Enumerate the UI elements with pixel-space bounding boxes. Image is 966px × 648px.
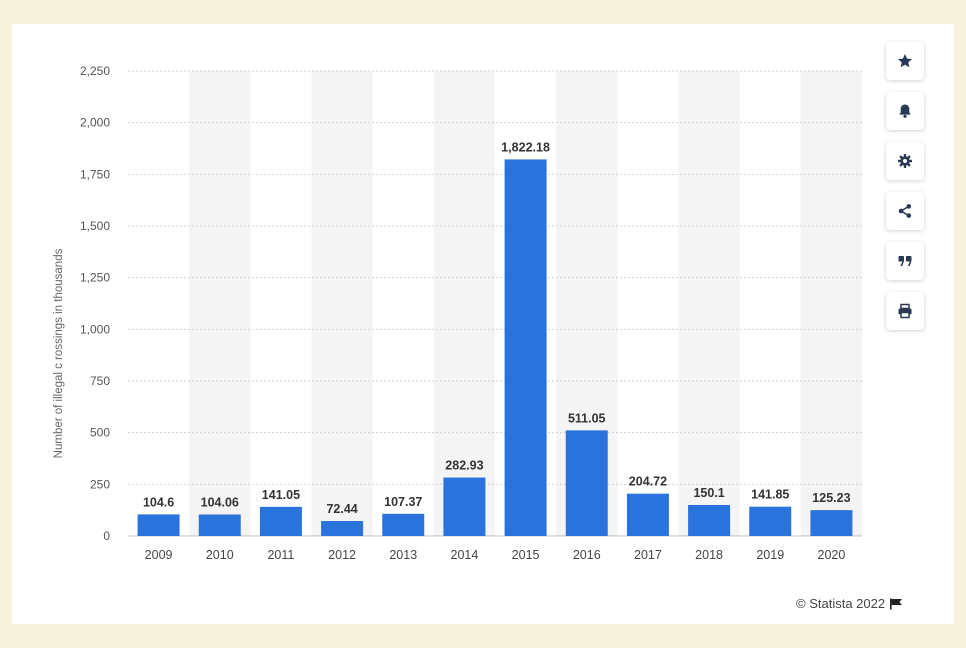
x-tick-label: 2014 — [451, 548, 479, 562]
y-tick-label: 1,750 — [80, 167, 110, 181]
column-band — [800, 71, 862, 536]
x-tick-label: 2016 — [573, 548, 601, 562]
y-tick-label: 1,000 — [80, 322, 110, 336]
bell-icon — [899, 104, 911, 118]
data-label: 141.85 — [751, 488, 789, 502]
bar[interactable] — [504, 159, 547, 536]
chart-toolbar — [886, 42, 926, 342]
bar[interactable] — [688, 504, 731, 536]
x-tick-label: 2017 — [634, 548, 662, 562]
print-icon — [898, 303, 912, 319]
y-tick-label: 750 — [90, 374, 110, 388]
data-label: 511.05 — [568, 411, 606, 425]
x-tick-label: 2020 — [818, 548, 846, 562]
x-tick-label: 2013 — [389, 548, 417, 562]
y-tick-label: 0 — [103, 529, 110, 543]
y-tick-label: 1,250 — [80, 271, 110, 285]
quote-icon — [898, 256, 912, 266]
print-button[interactable] — [886, 292, 924, 330]
bar[interactable] — [810, 510, 853, 536]
data-label: 107.37 — [384, 495, 422, 509]
data-label: 282.93 — [445, 459, 483, 473]
y-tick-label: 250 — [90, 477, 110, 491]
notification-button[interactable] — [886, 92, 924, 130]
y-tick-label: 2,000 — [80, 116, 110, 130]
data-label: 1,822.18 — [501, 140, 550, 154]
bar[interactable] — [749, 506, 792, 536]
x-tick-label: 2012 — [328, 548, 356, 562]
data-label: 104.6 — [143, 495, 174, 509]
data-label: 72.44 — [326, 502, 357, 516]
bar[interactable] — [198, 514, 241, 536]
credit-text: © Statista 2022 — [796, 596, 886, 611]
statista-credit[interactable]: © Statista 2022 — [796, 596, 903, 611]
column-band — [433, 71, 495, 536]
chart-card: 0 250 500 750 1,000 1,250 1,500 1,750 2,000 2,250… — [12, 24, 954, 624]
column-band — [189, 71, 251, 536]
data-label: 150.1 — [693, 486, 724, 500]
bar-chart: 0 250 500 750 1,000 1,250 1,500 1,750 2,000 2,250… — [53, 64, 862, 562]
gear-icon — [898, 154, 912, 168]
x-tick-label: 2019 — [756, 548, 784, 562]
x-tick-label: 2018 — [695, 548, 723, 562]
y-tick-label: 1,500 — [80, 219, 110, 233]
bar[interactable] — [565, 430, 608, 536]
x-tick-label: 2015 — [512, 548, 540, 562]
y-tick-label: 2,250 — [80, 64, 110, 78]
data-label: 141.05 — [262, 488, 300, 502]
x-tick-label: 2010 — [206, 548, 234, 562]
x-tick-label: 2009 — [145, 548, 173, 562]
share-icon — [898, 204, 912, 218]
cite-button[interactable] — [886, 242, 924, 280]
column-band — [311, 71, 373, 536]
data-label: 204.72 — [629, 475, 667, 489]
bar[interactable] — [321, 521, 364, 536]
bar[interactable] — [137, 514, 180, 536]
bar[interactable] — [382, 513, 425, 536]
star-icon — [898, 54, 912, 68]
bar[interactable] — [626, 493, 669, 536]
data-label: 125.23 — [812, 491, 850, 505]
favorite-button[interactable] — [886, 42, 924, 80]
y-axis-title: Number of illegal c rossings in thousand… — [53, 248, 65, 458]
settings-button[interactable] — [886, 142, 924, 180]
x-tick-label: 2011 — [267, 548, 294, 562]
y-tick-label: 500 — [90, 426, 110, 440]
data-label: 104.06 — [201, 495, 239, 509]
share-button[interactable] — [886, 192, 924, 230]
bar[interactable] — [443, 477, 486, 536]
flag-icon — [890, 598, 903, 609]
bar[interactable] — [259, 506, 302, 536]
column-band — [678, 71, 740, 536]
